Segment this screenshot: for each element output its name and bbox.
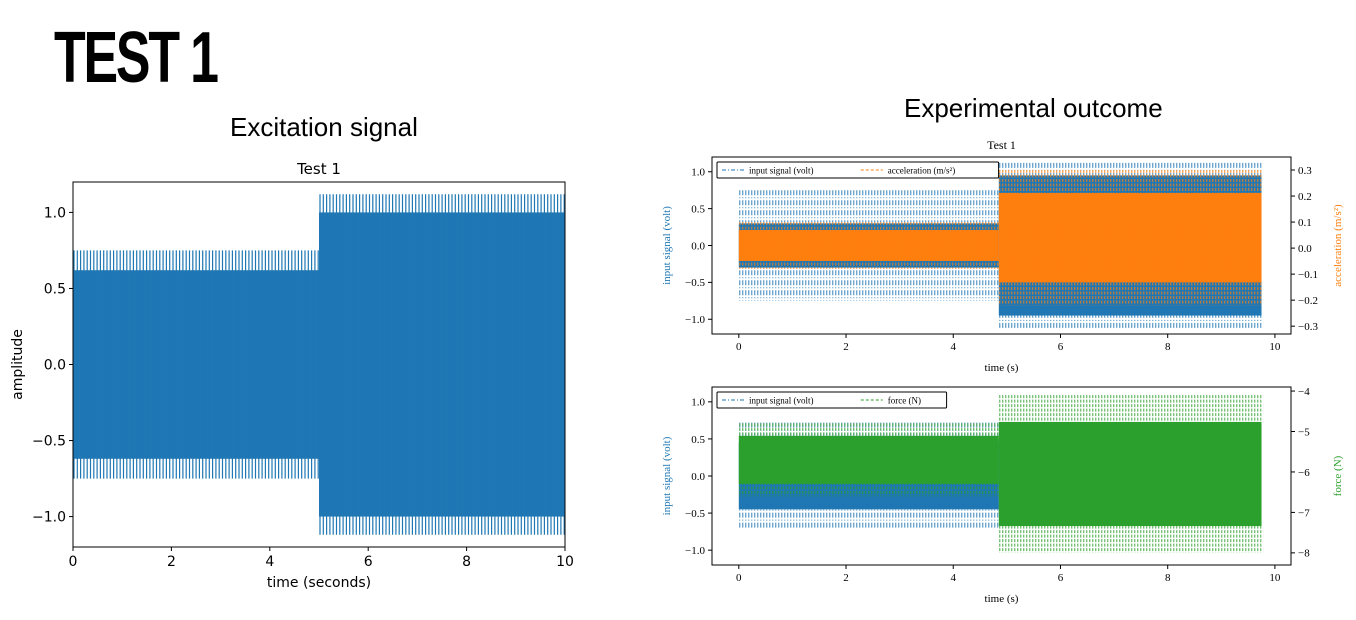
y-tick-label: −0.5 [685,277,705,289]
legend: input signal (volt) acceleration (m/s²) [716,161,1000,179]
y2-tick-label: −8 [1298,548,1310,560]
y2-tick-label: 0.1 [1298,217,1312,229]
x-axis-label: time (s) [985,593,1019,605]
y2-tick-label: −0.2 [1298,295,1318,307]
legend-box [716,391,948,409]
y-tick-label: −0.5 [32,433,66,449]
y-tick-label: 0.5 [691,203,705,215]
chart-1: 0 2 4 6 8 10 −1.0 −0.5 0.0 0.5 1.0 time (seconds) am… [10,160,574,591]
legend-label: input signal (volt) [749,396,814,406]
x-tick-label: 10 [556,554,574,570]
y2-tick-label: −5 [1298,426,1310,438]
signal-spikes [999,395,1262,553]
y-tick-label: 0.0 [44,357,66,373]
y-tick-label: 1.0 [691,397,705,409]
x-tick-label: 6 [1058,341,1064,353]
x-axis-label: time (seconds) [267,575,371,591]
y-tick-label: −1.0 [32,509,66,525]
x-tick-label: 0 [736,341,742,353]
x-tick-label: 0 [69,554,78,570]
y-tick-label: 1.0 [44,205,66,221]
legend: input signal (volt) force (N) [716,391,948,409]
y-tick-label: −1.0 [685,314,705,326]
chart-2: 0 2 4 6 8 10 −1.0 −0.5 0.0 0.5 1.0 −0.3 −0.2 −0.1 0.0 0… [661,138,1344,374]
y2-tick-label: −4 [1298,386,1310,398]
y2-axis-label: force (N) [1332,455,1344,496]
x-tick-label: 2 [843,341,849,353]
y2-tick-label: −0.1 [1298,269,1318,281]
y-tick-label: −0.5 [685,508,705,520]
y2-tick-label: 0.3 [1298,165,1312,177]
y-tick-label: 0.5 [44,281,66,297]
x-tick-label: 10 [1269,572,1281,584]
x-tick-label: 8 [1165,341,1171,353]
x-tick-label: 4 [951,572,957,584]
x-tick-label: 6 [1058,572,1064,584]
series-2 [738,170,1262,306]
y-axis-label: input signal (volt) [661,206,673,285]
signal-spikes [73,250,319,479]
plot-area [738,395,1262,553]
y-axis-label: amplitude [10,329,26,400]
y-axis-label: input signal (volt) [661,436,673,515]
plot-area [73,194,565,535]
y2-tick-label: −0.3 [1298,321,1318,333]
signal-band [998,193,1262,283]
series-1 [73,194,565,535]
plot-area [738,162,1262,329]
x-tick-label: 4 [265,554,274,570]
y2-tick-label: 0.2 [1298,191,1312,203]
y2-tick-label: −7 [1298,507,1310,519]
y2-tick-label: −6 [1298,467,1310,479]
x-tick-label: 8 [1165,572,1171,584]
x-tick-label: 8 [462,554,471,570]
y-tick-label: 1.0 [691,167,705,179]
chart-title: Test 1 [296,160,341,178]
y2-axis-label: acceleration (m/s²) [1332,204,1344,287]
signal-band [998,421,1262,527]
series-2 [738,395,1262,553]
legend-box [716,161,1000,179]
chart-3: 0 2 4 6 8 10 −1.0 −0.5 0.0 0.5 1.0 −8 −7 −6 −5 −4 force … [661,386,1344,605]
y2-tick-label: 0.0 [1298,243,1312,255]
legend-label: force (N) [888,396,921,406]
x-tick-label: 2 [167,554,176,570]
signal-spikes [999,170,1262,306]
y-tick-label: 0.5 [691,434,705,446]
legend-label: acceleration (m/s²) [888,166,955,176]
signal-spikes [739,423,999,497]
x-tick-label: 4 [951,341,957,353]
chart-title: Test 1 [987,138,1016,152]
page-title: TEST 1 [54,18,219,98]
y-tick-label: 0.0 [691,471,705,483]
x-axis-label: time (s) [985,362,1019,374]
outcome-section-title: Experimental outcome [904,93,1163,123]
x-tick-label: 6 [364,554,373,570]
x-tick-label: 2 [843,572,849,584]
x-tick-label: 0 [736,572,742,584]
x-tick-label: 10 [1269,341,1281,353]
y-tick-label: −1.0 [685,545,705,557]
excitation-section-title: Excitation signal [230,112,418,142]
legend-label: input signal (volt) [749,166,814,176]
y-tick-label: 0.0 [691,240,705,252]
signal-spikes [739,222,999,269]
signal-spikes [319,194,565,535]
